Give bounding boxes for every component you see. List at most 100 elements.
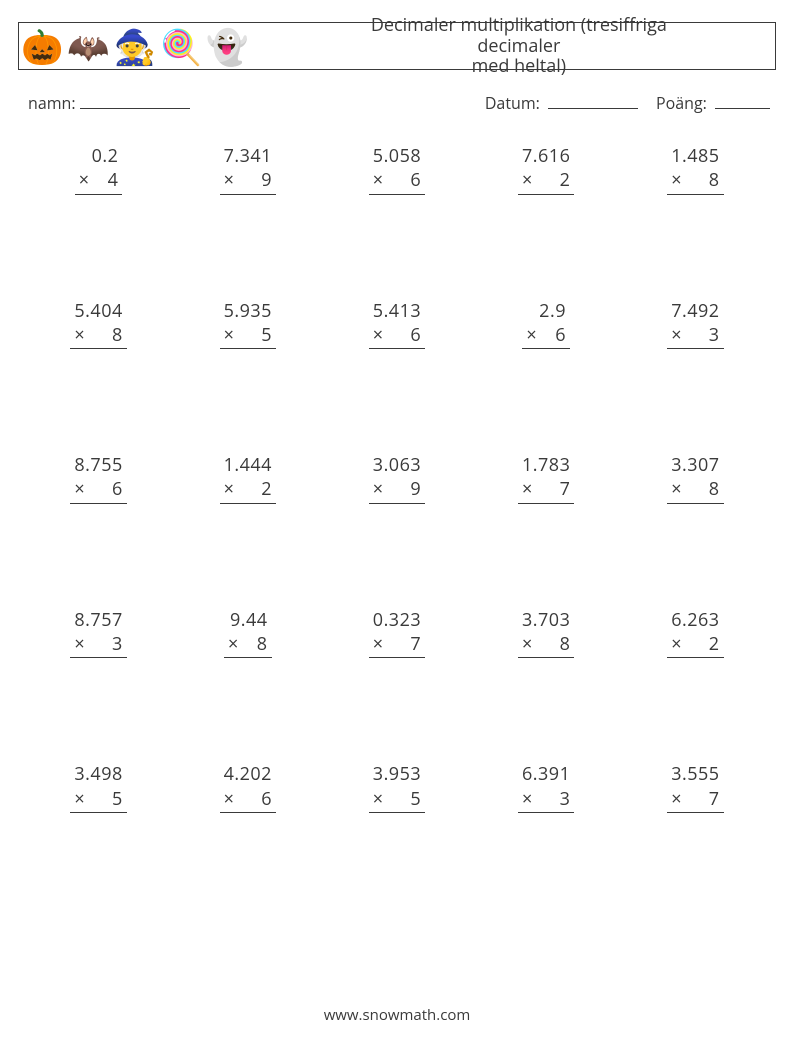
problem-cell: 8.755× 6 (24, 453, 173, 504)
multiplication-stack: 5.413×6 (369, 299, 425, 350)
problem-cell: 3.498×5 (24, 762, 173, 813)
multiplicand: 3.498 (70, 762, 126, 786)
problem-cell: 0.2×4 (24, 144, 173, 195)
multiplier-row: ×6 (220, 787, 276, 813)
multiplier: 6 (112, 477, 123, 501)
meta-score: Poäng: (656, 92, 770, 114)
multiply-sign: × (224, 477, 253, 501)
multiplier-row: ×8 (70, 323, 126, 349)
name-blank[interactable] (80, 92, 190, 109)
multiply-sign: × (373, 787, 402, 811)
multiplier: 8 (257, 632, 268, 656)
multiplicand: 8.755 (70, 453, 126, 477)
multiplier: 3 (709, 323, 720, 347)
multiply-sign: × (373, 632, 402, 656)
multiplier: 2 (261, 477, 272, 501)
multiplication-stack: 7.492×3 (667, 299, 723, 350)
multiplication-stack: 3.063×9 (369, 453, 425, 504)
problem-cell: 9.44×8 (173, 608, 322, 659)
problem-cell: 5.404×8 (24, 299, 173, 350)
multiply-sign: × (671, 168, 700, 192)
multiplicand: 3.953 (369, 762, 425, 786)
multiplier: 8 (709, 168, 720, 192)
multiply-sign: × (224, 168, 253, 192)
multiplicand: 8.757 (70, 608, 126, 632)
multiplier-row: ×3 (518, 787, 574, 813)
multiplicand: 3.063 (369, 453, 425, 477)
multiply-sign: × (671, 632, 700, 656)
problem-cell: 3.555×7 (621, 762, 770, 813)
multiplication-stack: 1.783×7 (518, 453, 574, 504)
multiplication-stack: 0.2×4 (75, 144, 123, 195)
multiplier-row: ×8 (667, 168, 723, 194)
problem-cell: 0.323×7 (322, 608, 471, 659)
problem-cell: 8.757×3 (24, 608, 173, 659)
multiply-sign: × (373, 168, 402, 192)
date-blank[interactable] (548, 92, 638, 109)
problem-cell: 3.307×8 (621, 453, 770, 504)
multiplicand: 5.058 (369, 144, 425, 168)
multiplier-row: ×5 (70, 787, 126, 813)
multiplier-row: ×8 (518, 632, 574, 658)
problem-cell: 1.783×7 (472, 453, 621, 504)
problem-cell: 3.703×8 (472, 608, 621, 659)
multiplication-stack: 4.202×6 (220, 762, 276, 813)
multiplicand: 4.202 (220, 762, 276, 786)
multiplication-stack: 3.703×8 (518, 608, 574, 659)
problem-cell: 2.9×6 (472, 299, 621, 350)
multiply-sign: × (79, 168, 108, 192)
multiplier-row: ×2 (518, 168, 574, 194)
multiplication-stack: 8.755× 6 (70, 453, 126, 504)
multiplier-row: ×5 (369, 787, 425, 813)
multiplier-row: ×2 (667, 632, 723, 658)
multiplier: 7 (709, 787, 720, 811)
multiplier: 2 (560, 168, 571, 192)
multiplicand: 7.492 (667, 299, 723, 323)
multiplicand: 5.935 (220, 299, 276, 323)
multiplication-stack: 7.616×2 (518, 144, 574, 195)
worksheet-page: 🎃 🦇 🧙 🍭 👻 Decimaler multiplikation (tres… (0, 0, 794, 1053)
multiplier: 8 (709, 477, 720, 501)
problem-cell: 4.202×6 (173, 762, 322, 813)
pumpkin-icon: 🎃 (21, 29, 63, 63)
multiplicand: 9.44 (224, 608, 272, 632)
multiplier-row: ×8 (667, 477, 723, 503)
problem-cell: 7.492×3 (621, 299, 770, 350)
multiply-sign: × (74, 477, 103, 501)
header-icon-row: 🎃 🦇 🧙 🍭 👻 (21, 29, 249, 63)
problem-cell: 6.263×2 (621, 608, 770, 659)
multiplicand: 6.263 (667, 608, 723, 632)
multiplicand: 3.307 (667, 453, 723, 477)
multiplication-stack: 3.307×8 (667, 453, 723, 504)
multiplication-stack: 3.953×5 (369, 762, 425, 813)
multiplicand: 5.404 (70, 299, 126, 323)
header-box: 🎃 🦇 🧙 🍭 👻 Decimaler multiplikation (tres… (18, 22, 776, 70)
multiplication-stack: 2.9×6 (522, 299, 570, 350)
multiplier-row: ×3 (70, 632, 126, 658)
score-label: Poäng: (656, 92, 707, 114)
multiplier-row: ×8 (224, 632, 272, 658)
multiplier: 4 (108, 168, 119, 192)
multiplier: 3 (560, 787, 571, 811)
multiply-sign: × (228, 632, 257, 656)
multiplicand: 7.341 (220, 144, 276, 168)
multiplier: 9 (261, 168, 272, 192)
name-label: namn: (28, 92, 76, 114)
lollipop-icon: 🍭 (160, 29, 202, 63)
multiplicand: 7.616 (518, 144, 574, 168)
multiply-sign: × (74, 787, 103, 811)
multiplicand: 3.703 (518, 608, 574, 632)
multiplier-row: ×5 (220, 323, 276, 349)
multiply-sign: × (373, 323, 402, 347)
problem-cell: 5.413×6 (322, 299, 471, 350)
score-blank[interactable] (715, 92, 770, 109)
multiplier: 6 (261, 787, 272, 811)
multiply-sign: × (671, 787, 700, 811)
multiplication-stack: 0.323×7 (369, 608, 425, 659)
problem-cell: 5.935×5 (173, 299, 322, 350)
multiply-sign: × (671, 477, 700, 501)
multiply-sign: × (522, 477, 551, 501)
multiplicand: 0.323 (369, 608, 425, 632)
multiplicand: 2.9 (522, 299, 570, 323)
multiplication-stack: 5.935×5 (220, 299, 276, 350)
